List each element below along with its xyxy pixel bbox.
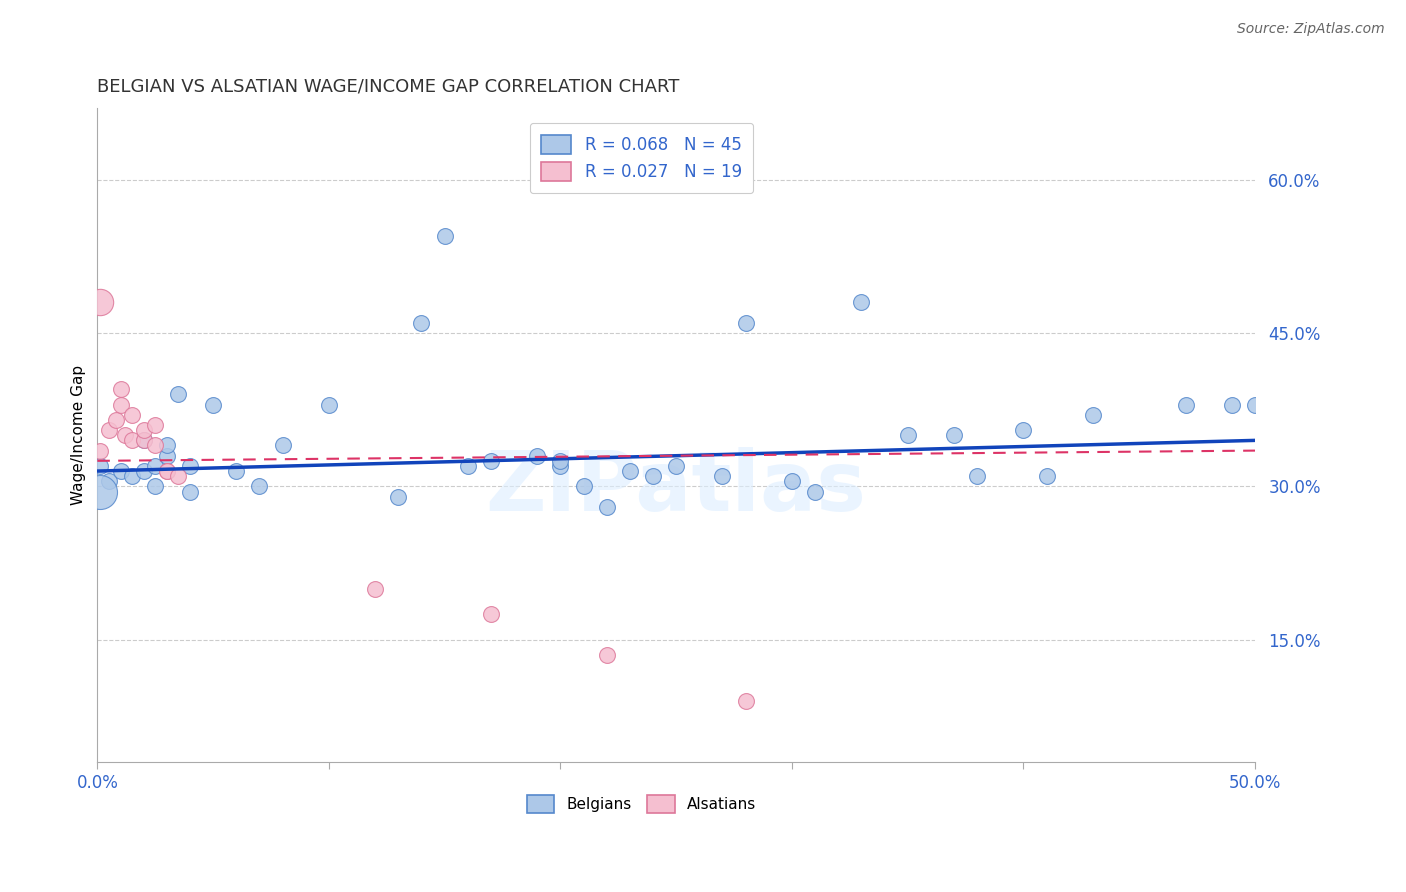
Legend: Belgians, Alsatians: Belgians, Alsatians [519, 788, 763, 821]
Point [411, 316, 433, 330]
Point [596, 500, 619, 514]
Point [711, 469, 734, 483]
Point [143, 418, 166, 433]
Point [167, 469, 190, 483]
Point [132, 423, 155, 437]
Point [387, 490, 409, 504]
Point [734, 316, 756, 330]
Point [143, 458, 166, 473]
Point [143, 479, 166, 493]
Point [596, 648, 619, 662]
Point [479, 454, 502, 468]
Point [457, 458, 479, 473]
Point [1012, 423, 1035, 437]
Point [110, 382, 132, 396]
Point [97, 475, 120, 489]
Point [550, 454, 572, 468]
Point [156, 449, 179, 463]
Point [202, 398, 225, 412]
Point [89, 295, 111, 310]
Point [89, 458, 111, 473]
Point [143, 438, 166, 452]
Point [167, 387, 190, 401]
Point [804, 484, 827, 499]
Point [1244, 398, 1267, 412]
Point [121, 434, 143, 448]
Point [132, 464, 155, 478]
Point [572, 479, 595, 493]
Point [619, 464, 641, 478]
Point [943, 428, 966, 442]
Point [1220, 398, 1243, 412]
Point [97, 423, 120, 437]
Point [225, 464, 247, 478]
Point [114, 428, 136, 442]
Point [433, 228, 456, 243]
Point [179, 484, 201, 499]
Point [1035, 469, 1057, 483]
Point [526, 449, 548, 463]
Point [364, 582, 387, 596]
Point [1081, 408, 1104, 422]
Point [179, 458, 201, 473]
Point [851, 295, 873, 310]
Point [780, 475, 803, 489]
Point [966, 469, 988, 483]
Point [132, 434, 155, 448]
Text: ZIPatlas: ZIPatlas [485, 447, 866, 528]
Point [121, 469, 143, 483]
Point [734, 694, 756, 708]
Point [897, 428, 920, 442]
Point [132, 434, 155, 448]
Point [249, 479, 271, 493]
Point [318, 398, 340, 412]
Point [104, 413, 127, 427]
Point [110, 464, 132, 478]
Point [121, 408, 143, 422]
Point [110, 398, 132, 412]
Point [479, 607, 502, 622]
Point [271, 438, 294, 452]
Text: BELGIAN VS ALSATIAN WAGE/INCOME GAP CORRELATION CHART: BELGIAN VS ALSATIAN WAGE/INCOME GAP CORR… [97, 78, 679, 95]
Point [89, 484, 111, 499]
Point [156, 464, 179, 478]
Text: Source: ZipAtlas.com: Source: ZipAtlas.com [1237, 22, 1385, 37]
Point [550, 458, 572, 473]
Point [1174, 398, 1197, 412]
Point [156, 464, 179, 478]
Point [156, 438, 179, 452]
Point [641, 469, 664, 483]
Y-axis label: Wage/Income Gap: Wage/Income Gap [72, 365, 86, 506]
Point [665, 458, 688, 473]
Point [89, 443, 111, 458]
